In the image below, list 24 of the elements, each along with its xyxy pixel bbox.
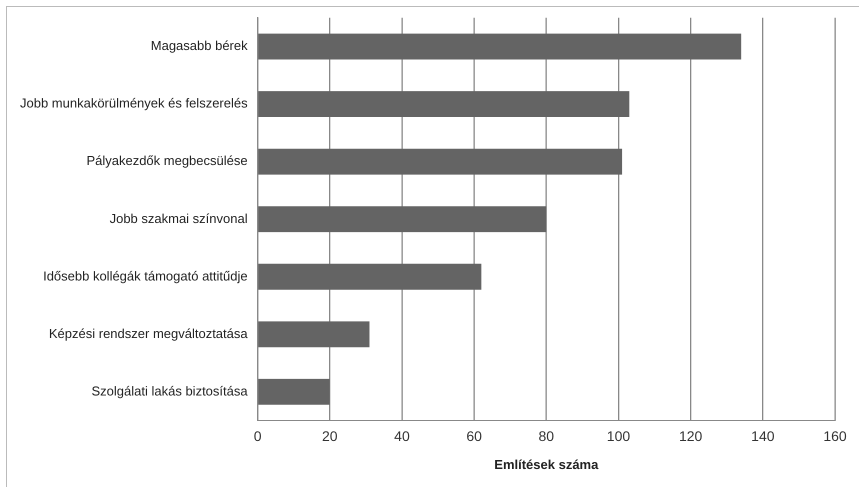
x-tick-label: 80 — [538, 428, 554, 444]
bar — [258, 148, 622, 175]
y-tick-label: Idősebb kollégák támogató attitűdje — [43, 268, 248, 284]
x-tick-label: 140 — [751, 428, 775, 444]
y-tick-label: Pályakezdők megbecsülése — [86, 153, 248, 168]
y-tick-label: Jobb szakmai színvonal — [110, 210, 248, 226]
y-tick-label: Magasabb bérek — [150, 38, 248, 54]
x-axis-title: Említések száma — [494, 456, 600, 472]
bar — [258, 378, 330, 405]
y-tick-label: Képzési rendszer megváltoztatása — [48, 326, 248, 341]
x-tick-label: 100 — [606, 428, 630, 444]
x-tick-label: 40 — [394, 428, 410, 444]
x-tick-label: 0 — [254, 428, 262, 444]
bar — [258, 34, 742, 60]
x-tick-label: 20 — [322, 428, 338, 444]
y-tick-label: Jobb munkakörülmények és felszerelés — [20, 96, 248, 111]
x-tick-label: 160 — [823, 428, 847, 444]
bar — [258, 91, 630, 118]
bar — [258, 206, 546, 232]
bar — [258, 321, 370, 348]
bar — [258, 264, 482, 290]
y-tick-label: Szolgálati lakás biztosítása — [92, 383, 248, 398]
x-tick-label: 60 — [466, 428, 482, 444]
x-tick-label: 120 — [678, 428, 703, 444]
